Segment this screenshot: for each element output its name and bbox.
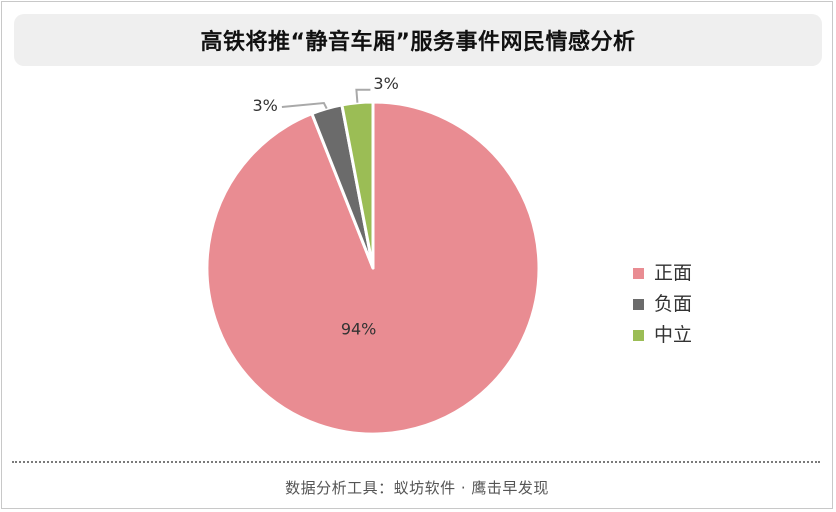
leader-lines (281, 88, 371, 110)
legend-label-中立: 中立 (654, 324, 692, 346)
data-label-中立: 3% (373, 74, 398, 93)
footer-credit: 数据分析工具：蚁坊软件 · 鹰击早发现 (285, 478, 549, 497)
legend-swatch-正面 (633, 268, 644, 279)
title-bar: 高铁将推“静音车厢”服务事件网民情感分析 (14, 14, 822, 66)
legend-swatch-中立 (633, 330, 644, 341)
chart-title: 高铁将推“静音车厢”服务事件网民情感分析 (200, 30, 636, 55)
leader-line-中立 (355, 88, 371, 103)
pie-slice-中立 (340, 100, 375, 270)
footer-divider (12, 461, 820, 463)
legend-label-负面: 负面 (654, 293, 692, 315)
legend-label-正面: 正面 (654, 262, 692, 284)
leader-line-负面 (281, 101, 328, 110)
data-label-正面: 94% (341, 319, 377, 338)
pie-slices (205, 100, 541, 436)
data-labels: 94% 3% 3% (253, 74, 399, 339)
data-label-负面: 3% (253, 96, 278, 115)
legend-swatch-负面 (633, 299, 644, 310)
